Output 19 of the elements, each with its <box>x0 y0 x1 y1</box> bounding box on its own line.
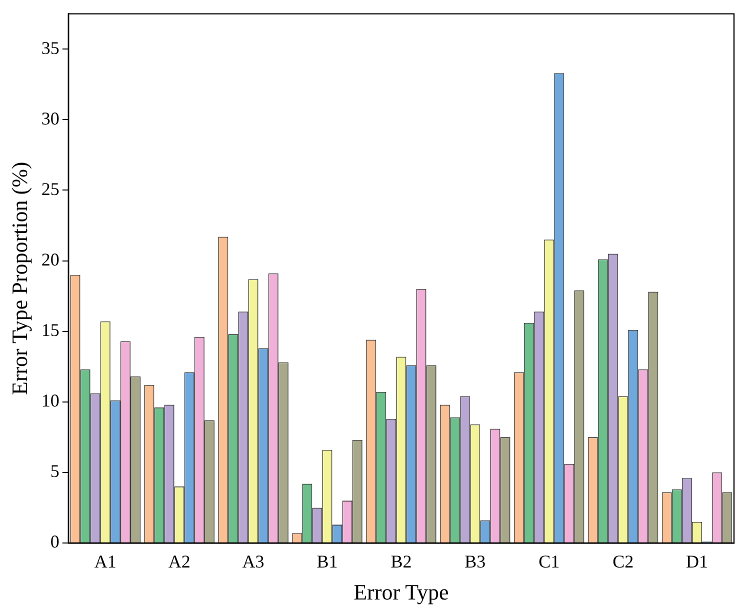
x-tick-label: B2 <box>390 552 412 572</box>
x-tick-label: C1 <box>538 552 560 572</box>
x-tick-label: A2 <box>168 552 190 572</box>
y-tick-label: 35 <box>41 38 60 58</box>
y-tick-label: 20 <box>41 249 60 270</box>
x-tick-label: A1 <box>94 552 116 572</box>
y-tick-label: 25 <box>41 178 60 199</box>
x-axis-title: Error Type <box>354 580 449 605</box>
x-tick-label: A3 <box>242 552 264 572</box>
y-tick-label: 5 <box>50 461 60 482</box>
y-tick-label: 10 <box>41 390 60 411</box>
x-tick-label: B3 <box>464 552 486 572</box>
y-axis-title: Error Type Proportion (%) <box>6 162 32 396</box>
y-tick-label: 30 <box>41 108 60 128</box>
x-tick-label: D1 <box>686 552 708 572</box>
x-tick-label: C2 <box>612 552 634 572</box>
y-tick-label: 0 <box>50 532 60 552</box>
y-tick-label: 15 <box>41 320 60 340</box>
x-tick-label: B1 <box>316 552 338 572</box>
